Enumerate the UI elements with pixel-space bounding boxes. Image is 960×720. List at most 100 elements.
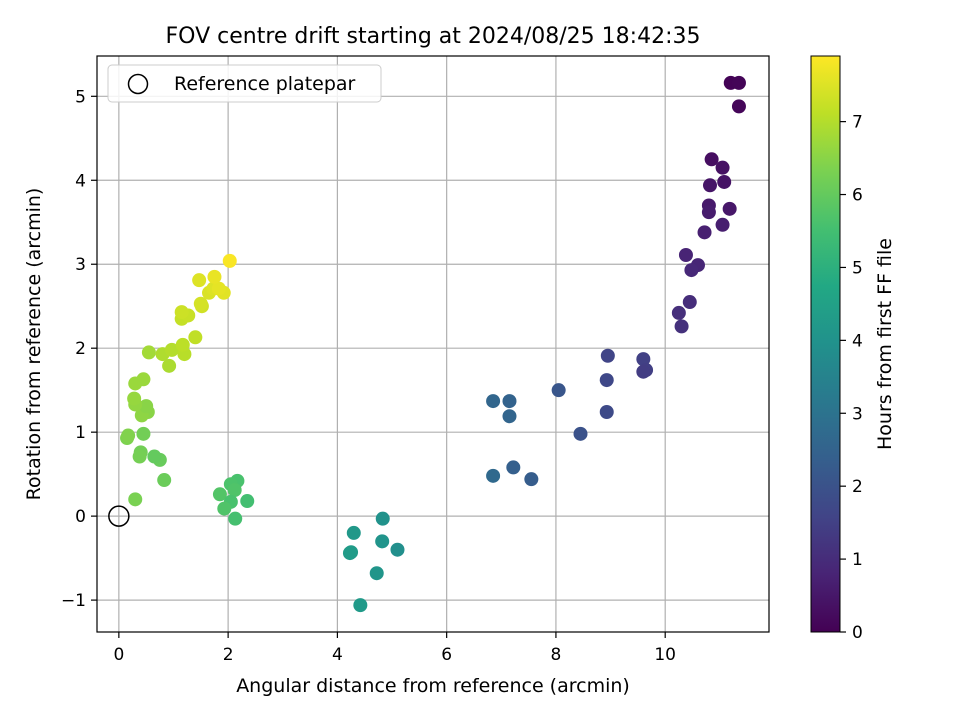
x-tick-label: 0 bbox=[113, 645, 124, 665]
legend-box bbox=[107, 64, 382, 103]
data-point bbox=[192, 273, 207, 288]
plot-frame bbox=[96, 55, 770, 633]
legend-entry-label: Reference platepar bbox=[174, 73, 356, 95]
data-point bbox=[524, 472, 539, 487]
y-tick-label: 4 bbox=[75, 171, 86, 191]
data-point bbox=[132, 449, 147, 464]
data-point bbox=[157, 473, 172, 488]
grid bbox=[97, 56, 769, 632]
data-point bbox=[222, 253, 237, 268]
legend: Reference platepar bbox=[107, 64, 382, 103]
colorbar-tick-label: 0 bbox=[852, 623, 863, 643]
data-point bbox=[127, 391, 142, 406]
colorbar-tick-label: 2 bbox=[852, 477, 863, 497]
data-point bbox=[701, 205, 716, 220]
data-point bbox=[674, 319, 689, 334]
data-point bbox=[715, 160, 730, 175]
data-point bbox=[240, 494, 255, 509]
data-point bbox=[369, 566, 384, 581]
x-tick-label: 4 bbox=[332, 645, 343, 665]
y-tick-label: 3 bbox=[75, 255, 86, 275]
data-point bbox=[136, 426, 151, 441]
data-point bbox=[390, 542, 405, 557]
data-point bbox=[375, 534, 390, 549]
data-point bbox=[193, 296, 208, 311]
data-point bbox=[207, 269, 222, 284]
y-tick-label: −1 bbox=[61, 591, 86, 611]
data-point bbox=[486, 468, 501, 483]
data-point bbox=[486, 394, 501, 409]
colorbar-tick-label: 1 bbox=[852, 550, 863, 570]
data-point bbox=[722, 201, 737, 216]
x-axis: 0 2 4 6 8 10 bbox=[113, 632, 676, 665]
colorbar: 0 1 2 3 4 5 6 7 Hours from first FF file bbox=[810, 55, 896, 643]
data-point bbox=[175, 337, 190, 352]
data-point bbox=[506, 460, 521, 475]
legend-marker-icon bbox=[127, 73, 149, 95]
y-axis: −1 0 1 2 3 4 5 bbox=[61, 87, 97, 611]
y-tick-label: 1 bbox=[75, 423, 86, 443]
data-point bbox=[121, 428, 136, 443]
data-point bbox=[636, 352, 651, 367]
data-point bbox=[636, 364, 651, 379]
data-point bbox=[704, 152, 719, 167]
data-point bbox=[599, 405, 614, 420]
data-point bbox=[731, 99, 746, 114]
colorbar-ticks: 0 1 2 3 4 5 6 7 bbox=[840, 113, 863, 643]
scatter-points bbox=[120, 75, 746, 613]
data-point bbox=[702, 178, 717, 193]
data-point bbox=[228, 511, 243, 526]
data-point bbox=[139, 399, 154, 414]
data-point bbox=[128, 492, 143, 507]
data-point bbox=[551, 383, 566, 398]
data-point bbox=[227, 483, 242, 498]
x-tick-label: 6 bbox=[441, 645, 452, 665]
data-point bbox=[502, 394, 517, 409]
data-point bbox=[502, 409, 517, 424]
reference-marker-group bbox=[108, 505, 130, 527]
data-point bbox=[217, 501, 232, 516]
colorbar-tick-label: 4 bbox=[852, 331, 863, 351]
y-tick-label: 2 bbox=[75, 339, 86, 359]
y-tick-label: 0 bbox=[75, 507, 86, 527]
data-point bbox=[141, 345, 156, 360]
data-point bbox=[211, 281, 226, 296]
data-point bbox=[573, 426, 588, 441]
data-point bbox=[162, 358, 177, 373]
data-point bbox=[346, 525, 361, 540]
colorbar-label: Hours from first FF file bbox=[874, 238, 896, 450]
data-point bbox=[136, 372, 151, 387]
data-point bbox=[599, 373, 614, 388]
chart-title: FOV centre drift starting at 2024/08/25 … bbox=[166, 24, 701, 49]
data-point bbox=[731, 75, 746, 90]
data-point bbox=[375, 511, 390, 526]
data-point bbox=[697, 225, 712, 240]
colorbar-tick-label: 6 bbox=[852, 186, 863, 206]
data-point bbox=[678, 247, 693, 262]
colorbar-tick-label: 5 bbox=[852, 258, 863, 278]
data-point bbox=[717, 174, 732, 189]
data-point bbox=[682, 295, 697, 310]
x-tick-label: 10 bbox=[654, 645, 676, 665]
data-point bbox=[342, 546, 357, 561]
data-point bbox=[174, 305, 189, 320]
x-tick-label: 2 bbox=[223, 645, 234, 665]
data-point bbox=[164, 342, 179, 357]
data-point bbox=[188, 330, 203, 345]
y-axis-label: Rotation from reference (arcmin) bbox=[23, 188, 45, 501]
colorbar-tick-label: 7 bbox=[852, 113, 863, 133]
data-point bbox=[353, 598, 368, 613]
colorbar-gradient bbox=[810, 55, 841, 633]
x-axis-label: Angular distance from reference (arcmin) bbox=[236, 675, 630, 697]
data-point bbox=[671, 305, 686, 320]
data-point bbox=[684, 263, 699, 278]
data-point bbox=[212, 487, 227, 502]
data-point bbox=[600, 348, 615, 363]
y-tick-label: 5 bbox=[75, 87, 86, 107]
data-point bbox=[147, 449, 162, 464]
data-point bbox=[715, 217, 730, 232]
colorbar-tick-label: 3 bbox=[852, 404, 863, 424]
reference-marker bbox=[108, 505, 130, 527]
x-tick-label: 8 bbox=[551, 645, 562, 665]
